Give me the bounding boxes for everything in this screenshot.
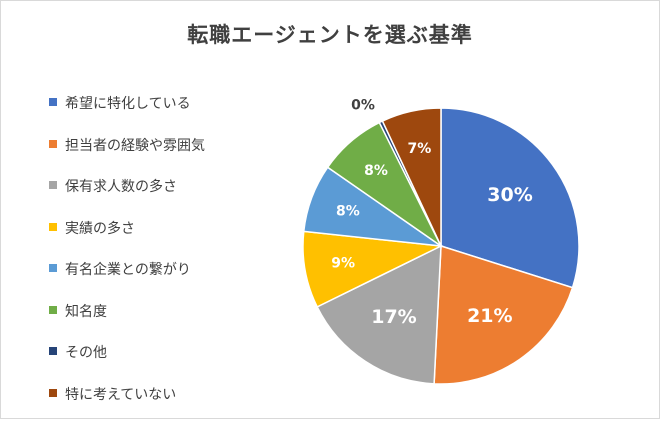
data-label: 9%	[331, 255, 355, 271]
data-label: 30%	[487, 184, 532, 206]
data-label: 21%	[467, 305, 512, 327]
pie-chart: 30% 21% 17% 9% 8% 8% 0% 7%	[1, 1, 659, 418]
data-label: 17%	[371, 306, 416, 328]
data-label: 0%	[351, 98, 375, 114]
data-label: 8%	[336, 203, 360, 219]
data-label: 8%	[364, 163, 388, 179]
data-label: 7%	[408, 141, 432, 157]
